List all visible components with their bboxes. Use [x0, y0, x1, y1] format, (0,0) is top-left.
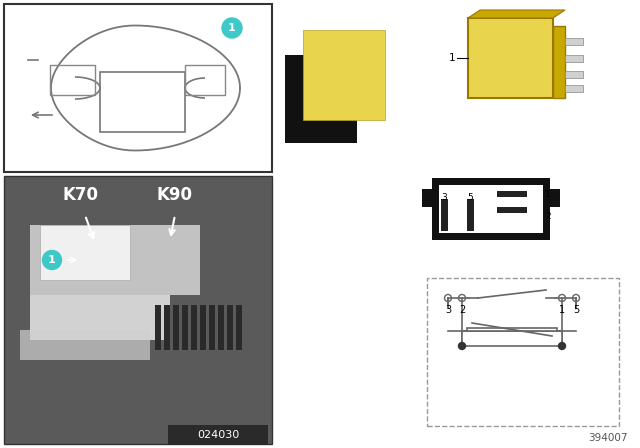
Text: 5: 5: [573, 305, 579, 315]
Bar: [4, 4, 272, 172]
Text: K90: K90: [157, 186, 193, 204]
Text: 5: 5: [467, 193, 473, 202]
Bar: [218, 305, 224, 350]
Text: 1: 1: [559, 305, 565, 315]
Bar: [182, 305, 188, 350]
Bar: [30, 295, 170, 340]
Bar: [227, 305, 233, 350]
Bar: [200, 305, 206, 350]
Bar: [497, 207, 527, 213]
Bar: [468, 18, 553, 98]
Bar: [467, 328, 557, 331]
Circle shape: [458, 343, 465, 349]
Bar: [191, 305, 197, 350]
Bar: [422, 189, 432, 207]
Bar: [565, 85, 583, 92]
Bar: [209, 305, 215, 350]
Bar: [303, 30, 385, 120]
Bar: [462, 331, 562, 346]
Bar: [553, 26, 565, 98]
Bar: [565, 71, 583, 78]
Text: 1: 1: [545, 190, 551, 198]
Bar: [168, 425, 268, 445]
Bar: [155, 305, 161, 350]
Text: 3: 3: [441, 193, 447, 202]
Bar: [100, 72, 185, 132]
Bar: [30, 225, 200, 295]
Text: K70: K70: [62, 186, 98, 204]
Circle shape: [559, 343, 566, 349]
Bar: [497, 191, 527, 197]
Text: 2: 2: [545, 211, 550, 220]
Bar: [441, 199, 448, 231]
Bar: [50, 65, 95, 95]
Bar: [236, 305, 242, 350]
Text: 2: 2: [459, 305, 465, 315]
Text: 1: 1: [228, 23, 236, 33]
Bar: [565, 55, 583, 62]
Bar: [185, 65, 225, 95]
Bar: [467, 199, 474, 231]
Bar: [164, 305, 170, 350]
Text: 1: 1: [48, 255, 56, 265]
Bar: [40, 225, 130, 280]
Text: 3: 3: [445, 305, 451, 315]
Bar: [565, 38, 583, 45]
Bar: [173, 305, 179, 350]
Bar: [439, 185, 543, 233]
Text: 394007: 394007: [589, 433, 628, 443]
Circle shape: [42, 250, 61, 270]
Text: 024030: 024030: [197, 430, 239, 440]
Bar: [432, 178, 550, 240]
Bar: [285, 55, 357, 143]
Text: 1: 1: [449, 53, 455, 63]
Bar: [20, 330, 150, 360]
Bar: [550, 189, 560, 207]
Bar: [4, 176, 272, 444]
Circle shape: [222, 18, 242, 38]
Polygon shape: [468, 10, 565, 18]
Bar: [427, 278, 619, 426]
